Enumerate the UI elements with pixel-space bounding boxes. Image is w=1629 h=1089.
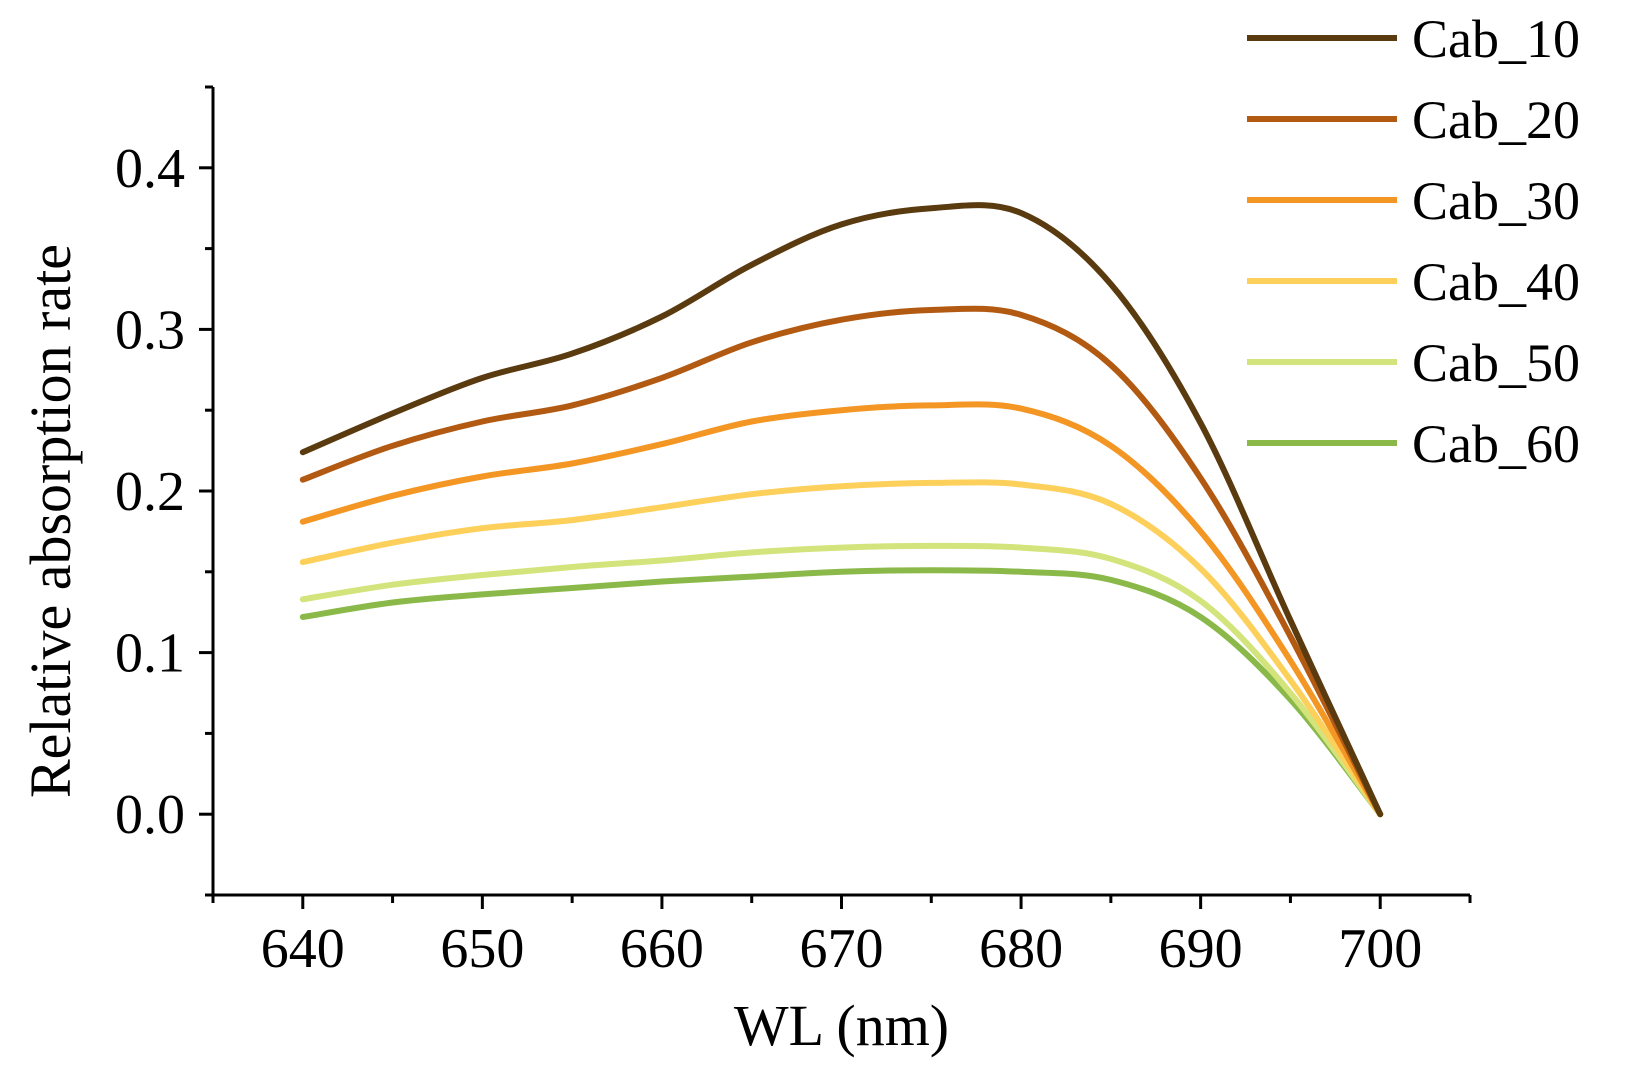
legend-label: Cab_30: [1412, 171, 1580, 231]
series-line-cab-40: [299, 479, 1384, 818]
x-tick-label: 670: [800, 918, 884, 980]
y-tick-label: 0.3: [115, 299, 185, 361]
x-axis-title: WL (nm): [734, 993, 949, 1058]
legend: Cab_10 Cab_20 Cab_30 Cab_40 Cab_50 Cab_60: [1247, 9, 1580, 474]
series-line-cab-30: [299, 401, 1384, 818]
series-line-cab-50: [299, 542, 1384, 818]
y-tick-label: 0.2: [115, 461, 185, 523]
series-line-cab-20: [299, 305, 1384, 818]
x-ticks: 640 650 660 670 680 690 700: [211, 895, 1472, 980]
legend-label: Cab_50: [1412, 333, 1580, 393]
y-tick-label: 0.1: [115, 623, 185, 685]
x-tick-label: 650: [440, 918, 524, 980]
x-tick-label: 690: [1159, 918, 1243, 980]
x-tick-label: 640: [261, 918, 345, 980]
series-layer: [299, 202, 1384, 818]
y-ticks: 0.0 0.1 0.2 0.3 0.4: [115, 85, 213, 897]
legend-label: Cab_10: [1412, 9, 1580, 69]
legend-label: Cab_40: [1412, 252, 1580, 312]
legend-label: Cab_20: [1412, 90, 1580, 150]
y-tick-label: 0.4: [115, 138, 185, 200]
series-line-cab-60: [299, 567, 1384, 818]
series-line-cab-10: [299, 202, 1384, 818]
y-tick-label: 0.0: [115, 784, 185, 846]
x-tick-label: 660: [620, 918, 704, 980]
x-tick-label: 700: [1338, 918, 1422, 980]
legend-label: Cab_60: [1412, 414, 1580, 474]
x-tick-label: 680: [979, 918, 1063, 980]
y-axis-title: Relative absorption rate: [18, 244, 83, 798]
